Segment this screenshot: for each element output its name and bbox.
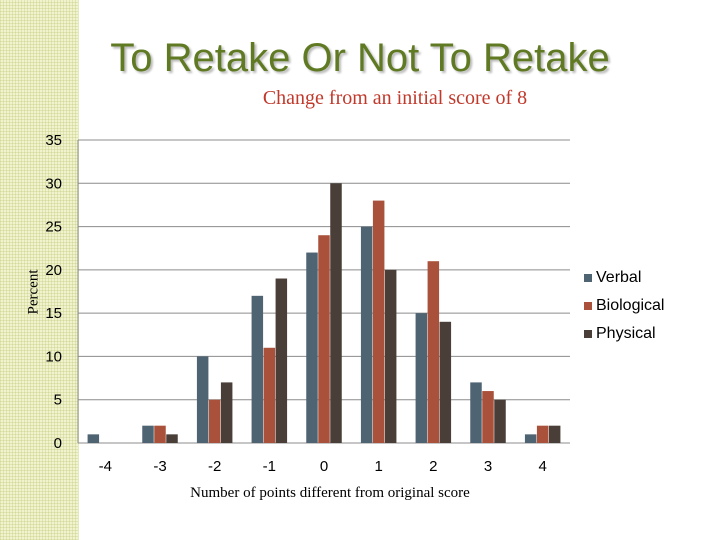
slide-title: To Retake Or Not To Retake xyxy=(110,36,610,80)
bar-physical xyxy=(494,399,506,443)
x-axis-label: Number of points different from original… xyxy=(190,485,470,501)
legend-label-biological: Biological xyxy=(596,297,665,314)
x-tick-label: -1 xyxy=(263,458,276,475)
x-tick-label: 3 xyxy=(484,458,492,475)
legend-item-verbal: Verbal xyxy=(584,264,664,292)
legend-swatch-physical xyxy=(584,330,592,338)
legend-swatch-verbal xyxy=(584,274,592,282)
legend-item-biological: Biological xyxy=(584,292,664,320)
x-tick-label: 1 xyxy=(374,458,382,475)
x-tick-label: -2 xyxy=(208,458,221,475)
y-tick-label: 15 xyxy=(45,305,62,322)
bar-biological xyxy=(318,235,330,443)
x-tick-label: -3 xyxy=(153,458,166,475)
y-tick-label: 5 xyxy=(54,392,62,409)
chart-legend: Verbal Biological Physical xyxy=(584,264,664,348)
bar-physical xyxy=(275,278,288,443)
bar-verbal xyxy=(196,356,209,443)
bar-physical xyxy=(548,425,561,443)
y-tick-label: 35 xyxy=(45,132,62,149)
bar-verbal xyxy=(251,295,264,443)
x-tick-label: 0 xyxy=(320,458,328,475)
legend-swatch-biological xyxy=(584,302,592,310)
bar-physical xyxy=(384,269,397,443)
bar-physical xyxy=(220,382,233,443)
bar-biological xyxy=(482,391,494,443)
bar-physical xyxy=(439,321,452,443)
x-tick-label: 4 xyxy=(538,458,546,475)
bar-biological xyxy=(372,200,385,443)
legend-label-verbal: Verbal xyxy=(596,269,642,286)
bar-verbal xyxy=(360,226,373,443)
y-tick-label: 0 xyxy=(54,435,62,452)
bar-verbal xyxy=(87,434,100,443)
decorative-side-strip xyxy=(0,0,79,540)
legend-label-physical: Physical xyxy=(596,325,656,342)
bar-verbal xyxy=(415,313,428,443)
bar-verbal xyxy=(470,382,482,443)
bar-biological xyxy=(536,425,549,443)
bar-biological xyxy=(263,347,276,443)
x-tick-label: -4 xyxy=(99,458,112,475)
bar-physical xyxy=(166,434,178,443)
y-axis-label: Percent xyxy=(25,269,42,315)
y-tick-label: 30 xyxy=(45,175,62,192)
bar-physical xyxy=(330,183,342,444)
bar-biological xyxy=(427,261,440,443)
bar-verbal xyxy=(524,434,537,443)
bar-verbal xyxy=(142,425,154,443)
bar-verbal xyxy=(306,252,318,443)
chart-title: Change from an initial score of 8 xyxy=(262,87,528,109)
legend-item-physical: Physical xyxy=(584,320,664,348)
x-tick-label: 2 xyxy=(429,458,437,475)
bar-biological xyxy=(154,425,166,443)
bar-biological xyxy=(208,399,221,443)
y-tick-label: 25 xyxy=(45,219,62,236)
y-tick-label: 10 xyxy=(45,348,62,365)
y-tick-label: 20 xyxy=(45,262,62,279)
